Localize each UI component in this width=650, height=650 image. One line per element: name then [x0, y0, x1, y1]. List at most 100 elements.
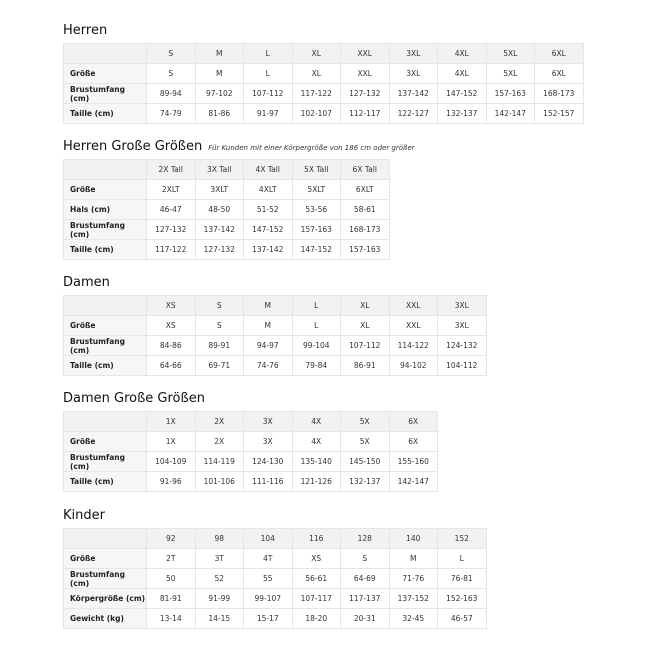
table-cell: 122-127 [388, 103, 438, 124]
section-note: Für Kunden mit einer Körpergröße von 186… [208, 144, 415, 152]
header-cell: XL [340, 295, 390, 316]
table-cell: 20-31 [340, 608, 390, 629]
header-cell: XXL [340, 43, 390, 64]
table-cell: 132-137 [437, 103, 487, 124]
table-cell: 99-104 [291, 335, 341, 356]
size-table: XS S M L XL XXL 3XL Größe XS S M L XL XXL 3XL Brustumfa… [63, 295, 487, 376]
size-table: 92 98 104 116 128 140 152 Größe 2T 3T 4T XS S M L Brust… [63, 528, 487, 629]
header-corner-cell [63, 411, 147, 432]
row-label: Taille (cm) [63, 239, 147, 260]
table-cell: 50 [146, 568, 196, 589]
table-cell: 4X [291, 431, 341, 452]
table-cell: 104-112 [437, 355, 487, 376]
row-label: Größe [63, 431, 147, 452]
table-cell: 64-66 [146, 355, 196, 376]
table-cell: 74-76 [243, 355, 293, 376]
table-cell: 89-91 [194, 335, 244, 356]
table-cell: M [194, 63, 244, 84]
header-corner-cell [63, 159, 147, 180]
table-cell: 142-147 [485, 103, 535, 124]
header-cell: S [146, 43, 196, 64]
table-cell: 89-94 [146, 83, 196, 104]
header-cell: L [243, 43, 293, 64]
table-cell: 81-91 [146, 588, 196, 609]
table-cell: 114-119 [194, 451, 244, 472]
header-cell: 4X [291, 411, 341, 432]
table-cell: XS [291, 548, 341, 569]
table-row: Größe S M L XL XXL 3XL 4XL 5XL 6XL [63, 63, 584, 84]
table-cell: L [291, 315, 341, 336]
table-cell: 124-130 [243, 451, 293, 472]
table-cell: 147-152 [243, 219, 293, 240]
row-label: Taille (cm) [63, 471, 147, 492]
table-row: Hals (cm) 46-47 48-50 51-52 53-56 58-61 [63, 199, 390, 220]
table-cell: 117-122 [146, 239, 196, 260]
table-cell: 112-117 [340, 103, 390, 124]
header-cell: 92 [146, 528, 196, 549]
table-row: Größe 1X 2X 3X 4X 5X 6X [63, 431, 438, 452]
table-cell: 71-76 [388, 568, 438, 589]
row-label: Größe [63, 548, 147, 569]
table-cell: M [388, 548, 438, 569]
header-cell: 5X Tall [291, 159, 341, 180]
table-cell: 5X [340, 431, 390, 452]
table-cell: 14-15 [194, 608, 244, 629]
section-title-text: Damen Große Größen [63, 391, 205, 406]
row-label: Taille (cm) [63, 355, 147, 376]
table-cell: 51-52 [243, 199, 293, 220]
header-cell: 5X [340, 411, 390, 432]
table-cell: 6XLT [340, 179, 390, 200]
table-cell: 101-106 [194, 471, 244, 492]
row-label: Körpergröße (cm) [63, 588, 147, 609]
section-title-text: Kinder [63, 508, 105, 523]
table-cell: 2T [146, 548, 196, 569]
table-cell: 13-14 [146, 608, 196, 629]
table-cell: 5XLT [291, 179, 341, 200]
table-cell: 121-126 [291, 471, 341, 492]
table-cell: 157-163 [340, 239, 390, 260]
table-cell: 6X [388, 431, 438, 452]
row-label: Größe [63, 179, 147, 200]
table-cell: 111-116 [243, 471, 293, 492]
header-cell: 98 [194, 528, 244, 549]
row-label: Gewicht (kg) [63, 608, 147, 629]
header-cell: 3XL [437, 295, 487, 316]
table-cell: 137-142 [388, 83, 438, 104]
table-cell: 86-91 [340, 355, 390, 376]
size-section-damen-grosse-groessen: Damen Große Größen 1X 2X 3X 4X 5X 6X Größe 1X 2X 3… [63, 390, 438, 492]
header-cell: M [194, 43, 244, 64]
table-cell: 3T [194, 548, 244, 569]
table-cell: 152-163 [437, 588, 487, 609]
header-cell: XS [146, 295, 196, 316]
table-header-row: S M L XL XXL 3XL 4XL 5XL 6XL [63, 43, 584, 64]
section-title: Damen Große Größen [63, 390, 438, 408]
table-cell: 46-57 [437, 608, 487, 629]
table-cell: 147-152 [291, 239, 341, 260]
table-cell: 145-150 [340, 451, 390, 472]
table-cell: 155-160 [388, 451, 438, 472]
table-row: Größe XS S M L XL XXL 3XL [63, 315, 487, 336]
table-cell: 3XL [388, 63, 438, 84]
table-cell: 69-71 [194, 355, 244, 376]
table-row: Taille (cm) 74-79 81-86 91-97 102-107 112-117… [63, 103, 584, 124]
section-title: Damen [63, 274, 487, 292]
table-cell: 157-163 [291, 219, 341, 240]
row-label: Größe [63, 315, 147, 336]
table-cell: 142-147 [388, 471, 438, 492]
table-cell: 52 [194, 568, 244, 589]
table-cell: 102-107 [291, 103, 341, 124]
table-row: Brustumfang (cm) 50 52 55 56-61 64-69 71-76 76-… [63, 568, 487, 589]
size-section-kinder: Kinder 92 98 104 116 128 140 152 Größe 2T 3T 4T XS S M… [63, 507, 487, 629]
table-row: Größe 2T 3T 4T XS S M L [63, 548, 487, 569]
table-row: Brustumfang (cm) 104-109 114-119 124-130 135… [63, 451, 438, 472]
table-cell: 4T [243, 548, 293, 569]
row-label: Brustumfang (cm) [63, 335, 147, 356]
header-cell: 4XL [437, 43, 487, 64]
header-corner-cell [63, 528, 147, 549]
header-cell: 4X Tall [243, 159, 293, 180]
row-label: Brustumfang (cm) [63, 451, 147, 472]
table-cell: 4XLT [243, 179, 293, 200]
table-cell: 127-132 [146, 219, 196, 240]
size-section-herren: Herren S M L XL XXL 3XL 4XL 5XL 6XL Größe S M L XL XXL 3… [63, 22, 584, 124]
table-cell: M [243, 315, 293, 336]
